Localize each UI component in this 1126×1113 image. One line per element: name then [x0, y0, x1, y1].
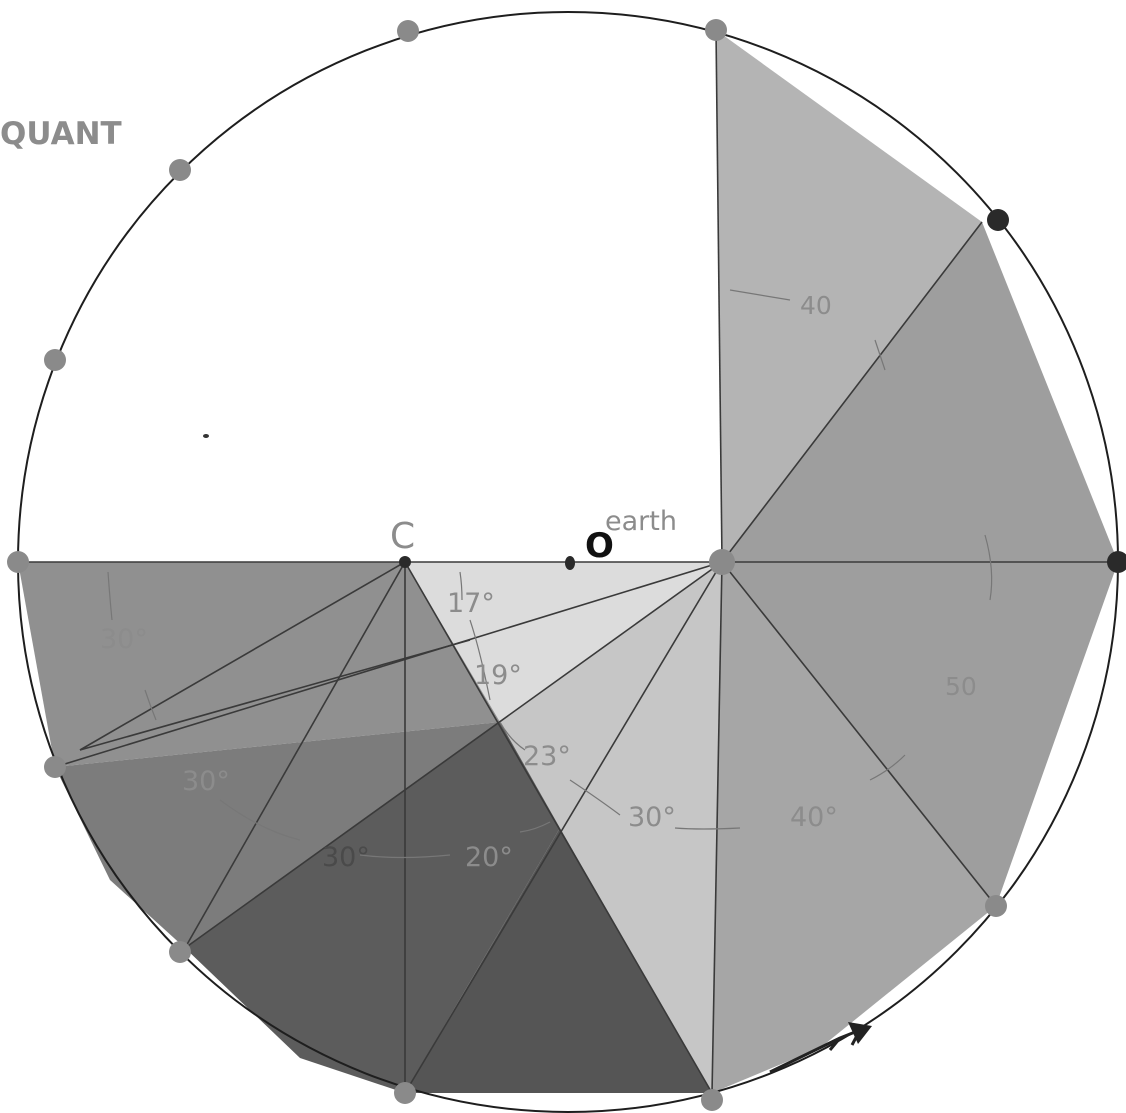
rim-dot	[701, 1089, 723, 1111]
sector-darkest	[405, 828, 712, 1093]
rim-dot	[169, 159, 191, 181]
rim-dot-dark	[987, 209, 1009, 231]
angle-label-40-top: 40	[800, 291, 832, 320]
angle-label-17: 17°	[447, 588, 495, 619]
angle-label-23: 23°	[523, 741, 571, 772]
rim-dot	[7, 551, 29, 573]
angle-label-40-bottom: 40°	[790, 802, 838, 833]
sector-bottom-right	[712, 562, 996, 1093]
sector-right	[722, 222, 1118, 906]
center-point-c	[399, 556, 411, 568]
title-fragment: QUANT	[0, 116, 122, 152]
stray-mark	[203, 434, 209, 438]
earth-point	[565, 556, 575, 570]
direction-arrow-head	[848, 1022, 872, 1044]
observer-name: earth	[605, 506, 677, 537]
center-label: C	[390, 516, 415, 557]
angle-label-19: 19°	[474, 660, 522, 691]
sector-dark-bottom	[185, 722, 560, 1093]
rim-dots	[7, 19, 1126, 1111]
angle-label-50-right: 50	[945, 672, 977, 701]
rim-dot	[44, 349, 66, 371]
angle-label-20-bottom: 20°	[465, 842, 513, 873]
angle-label-30-left-lower: 30°	[182, 766, 230, 797]
observer-letter: O	[585, 526, 614, 566]
rim-dot	[397, 20, 419, 42]
angle-label-30-left-upper: 30°	[100, 624, 148, 655]
angle-label-30-bottom: 30°	[322, 842, 370, 873]
sector-left-lower	[55, 722, 500, 948]
rim-dot	[169, 941, 191, 963]
sector-mid-light	[500, 562, 722, 1093]
equant-point	[709, 549, 735, 575]
rim-dot	[44, 756, 66, 778]
rim-dot-dark	[1107, 551, 1126, 573]
angle-label-30-mid: 30°	[628, 802, 676, 833]
rim-dot	[985, 895, 1007, 917]
rim-dot	[394, 1082, 416, 1104]
angle-arcs	[107, 289, 993, 859]
sector-light	[405, 562, 722, 722]
rim-dot	[705, 19, 727, 41]
sector-top-right	[716, 30, 982, 562]
